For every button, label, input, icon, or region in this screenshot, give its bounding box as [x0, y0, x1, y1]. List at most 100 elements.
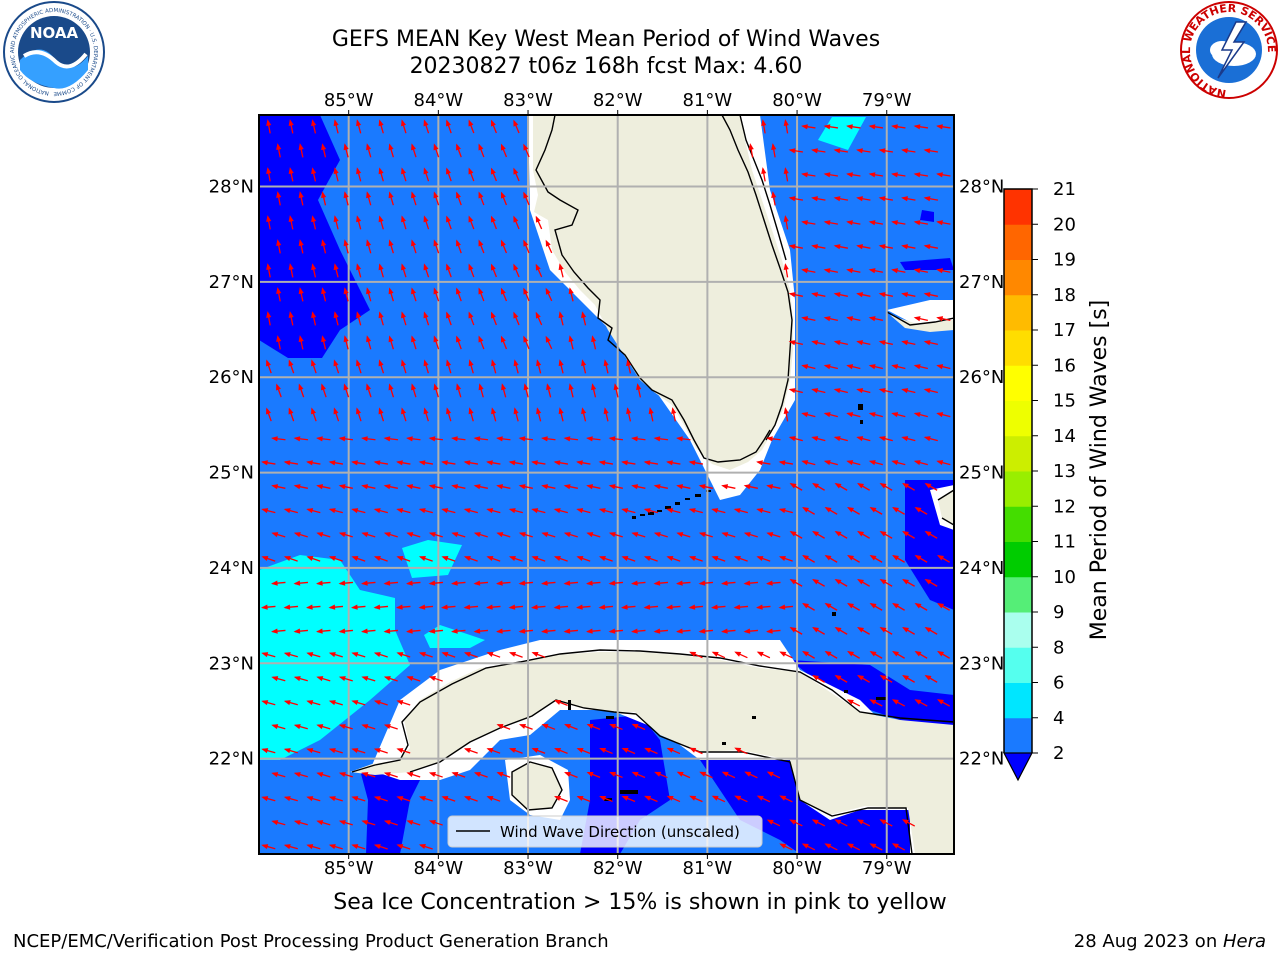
- wind-wave-arrow: [383, 436, 399, 442]
- wind-wave-arrow: [333, 215, 339, 230]
- wind-wave-arrow: [378, 311, 384, 326]
- wind-wave-arrow: [563, 532, 578, 538]
- wind-wave-arrow: [378, 359, 385, 374]
- colorbar-segment: [1004, 294, 1032, 331]
- wind-wave-arrow: [373, 508, 388, 514]
- wind-wave-arrow: [598, 604, 614, 610]
- wind-wave-arrow: [418, 652, 433, 658]
- wind-wave-arrow: [608, 532, 623, 538]
- wind-wave-arrow: [824, 651, 838, 659]
- wind-wave-arrow: [923, 148, 939, 154]
- wind-wave-arrow: [423, 263, 430, 278]
- wind-wave-arrow: [311, 407, 317, 422]
- wind-wave-arrow: [676, 628, 691, 634]
- chart-title-line1: GEFS MEAN Key West Mean Period of Wind W…: [331, 27, 881, 52]
- colorbar-segment: [1004, 189, 1032, 225]
- wind-wave-arrow: [311, 263, 317, 278]
- wind-wave-arrow: [688, 508, 703, 514]
- wind-wave-arrow: [361, 820, 376, 826]
- wind-wave-arrow: [266, 359, 272, 374]
- wind-wave-arrow: [501, 383, 507, 398]
- wind-wave-arrow: [901, 148, 916, 154]
- wind-wave-arrow: [261, 604, 276, 610]
- wind-wave-arrow: [631, 484, 646, 490]
- wind-wave-arrow: [411, 143, 417, 158]
- wind-wave-arrow: [834, 531, 848, 539]
- wind-wave-arrow: [486, 508, 501, 514]
- wind-wave-arrow: [603, 359, 609, 374]
- wind-wave-arrow: [778, 508, 793, 514]
- wind-wave-arrow: [856, 388, 871, 394]
- wind-wave-arrow: [733, 556, 748, 562]
- wind-wave-arrow: [316, 628, 331, 634]
- wind-wave-arrow: [643, 508, 658, 514]
- wind-wave-arrow: [333, 311, 339, 326]
- wind-wave-arrow: [576, 556, 591, 562]
- wind-wave-arrow: [846, 843, 861, 851]
- wind-wave-arrow: [937, 603, 950, 611]
- wind-wave-arrow: [271, 820, 286, 826]
- wind-wave-arrow: [576, 508, 591, 514]
- wind-wave-arrow: [621, 747, 636, 755]
- florida-peninsula: [533, 115, 793, 470]
- wind-wave-arrow: [351, 604, 366, 610]
- wind-wave-arrow: [513, 263, 520, 278]
- wind-wave-arrow: [306, 748, 321, 754]
- wind-wave-arrow: [383, 484, 398, 490]
- wind-wave-arrow: [721, 484, 736, 490]
- wind-wave-arrow: [734, 651, 748, 659]
- wind-wave-arrow: [283, 844, 298, 850]
- wind-wave-arrow: [811, 196, 826, 202]
- lon-tick-label-bottom: 84°W: [414, 858, 464, 879]
- wind-wave-arrow: [846, 316, 861, 322]
- wind-wave-arrow: [801, 124, 816, 130]
- wind-wave-arrow: [676, 771, 691, 779]
- wind-wave-arrow: [599, 795, 613, 803]
- wind-wave-arrow: [316, 436, 331, 442]
- wind-wave-arrow: [847, 603, 860, 611]
- wind-wave-arrow: [766, 628, 781, 634]
- lat-tick-label-left: 25°N: [209, 463, 254, 484]
- wind-wave-arrow: [812, 483, 825, 491]
- wind-wave-arrow: [643, 604, 659, 610]
- wind-wave-arrow: [351, 844, 366, 850]
- wind-wave-arrow: [428, 628, 444, 634]
- wind-wave-arrow: [846, 412, 861, 418]
- wind-wave-arrow: [411, 335, 417, 350]
- colorbar-extend-triangle: [1003, 752, 1033, 782]
- wind-wave-arrow: [846, 460, 861, 466]
- wind-wave-arrow: [388, 239, 394, 254]
- wind-wave-arrow: [553, 508, 568, 514]
- wind-wave-arrow: [811, 340, 826, 346]
- wind-wave-arrow: [361, 580, 376, 586]
- wind-wave-arrow: [788, 436, 803, 442]
- wind-wave-arrow: [545, 335, 553, 350]
- wind-wave-arrow: [689, 651, 703, 659]
- wind-wave-arrow: [306, 652, 321, 658]
- colorbar-tick-label: 18: [1053, 285, 1076, 306]
- wind-wave-arrow: [591, 335, 597, 350]
- wind-wave-arrow: [293, 820, 308, 826]
- wind-wave-arrow: [688, 604, 704, 610]
- wind-wave-arrow: [396, 460, 411, 466]
- wind-wave-arrow: [756, 795, 771, 803]
- wind-wave-arrow: [276, 143, 282, 158]
- wind-wave-arrow: [801, 220, 816, 226]
- wind-wave-arrow: [293, 436, 309, 442]
- wind-wave-arrow: [293, 484, 308, 490]
- wind-wave-arrow: [456, 143, 462, 158]
- wind-wave-arrow: [811, 388, 826, 394]
- wind-wave-arrow: [599, 747, 613, 755]
- wind-wave-arrow: [586, 771, 601, 779]
- wind-wave-arrow: [536, 407, 542, 422]
- wind-wave-arrow: [631, 628, 646, 634]
- wind-wave-arrow: [833, 388, 848, 394]
- wind-wave-arrow: [401, 119, 407, 134]
- wind-wave-arrow: [868, 460, 883, 466]
- wind-wave-arrow: [721, 580, 736, 586]
- wind-wave-arrow: [711, 508, 726, 514]
- wind-wave-arrow: [586, 532, 601, 538]
- wind-wave-arrow: [568, 335, 574, 350]
- wind-wave-arrow: [293, 676, 308, 682]
- wind-wave-arrow: [373, 748, 388, 754]
